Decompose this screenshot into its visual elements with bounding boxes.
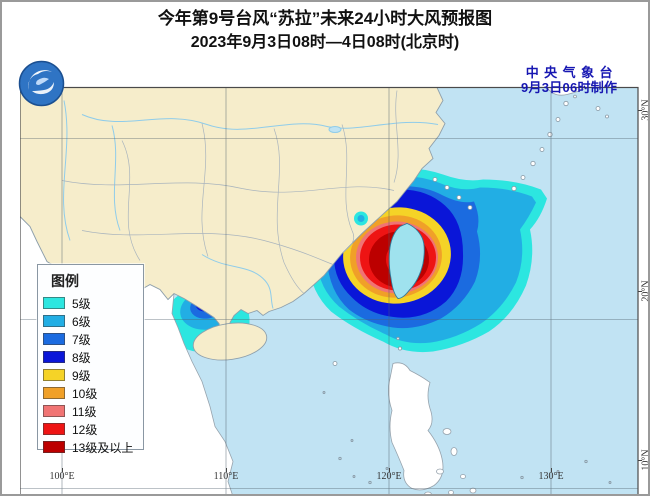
legend-item: 8级 <box>43 348 143 366</box>
philippine-island <box>469 487 477 494</box>
legend-swatch <box>43 423 65 435</box>
x-axis-tick <box>62 468 63 472</box>
page-subtitle: 2023年9月3日08时—4日08时(北京时) <box>190 34 460 51</box>
philippine-island <box>460 474 466 479</box>
cma-logo <box>18 60 65 107</box>
page-title: 今年第9号台风“苏拉”未来24小时大风预报图 <box>157 9 493 28</box>
legend-item-label: 12级 <box>72 422 98 437</box>
taiwan-island <box>388 223 425 299</box>
legend-item-label: 13级及以上 <box>72 440 134 455</box>
legend-swatch <box>43 387 65 399</box>
legend-swatch <box>43 297 65 309</box>
x-axis-label: 120°E <box>376 471 402 482</box>
legend-swatch <box>43 441 65 453</box>
legend-swatch <box>43 369 65 381</box>
luzon-island <box>388 362 444 491</box>
legend-item-label: 9级 <box>72 368 91 383</box>
legend-swatch <box>43 333 65 345</box>
title-block: 今年第9号台风“苏拉”未来24小时大风预报图 2023年9月3日08时—4日08… <box>2 7 648 54</box>
credit-block: 中央气象台 9月3日06时制作 <box>520 65 618 95</box>
legend: 图例 5级 6级 7级 8级 9级 10级 11级 12级 13级及以上 <box>37 264 144 455</box>
islets <box>322 391 612 485</box>
legend-item: 7级 <box>43 330 143 348</box>
province-borders <box>61 90 399 294</box>
y-axis-tick <box>638 291 642 292</box>
legend-item-label: 7级 <box>72 332 91 347</box>
legend-swatch <box>43 315 65 327</box>
x-axis-tick <box>226 468 227 472</box>
x-axis-tick <box>389 468 390 472</box>
legend-item-label: 11级 <box>72 404 97 419</box>
philippine-island <box>436 468 444 475</box>
legend-item: 12级 <box>43 420 143 438</box>
x-axis-label: 110°E <box>213 471 239 482</box>
x-axis-tick <box>551 468 552 472</box>
wind-spot-coast-inner <box>357 215 365 222</box>
legend-item: 11级 <box>43 402 143 420</box>
philippine-island <box>442 428 452 435</box>
philippine-island <box>424 491 432 494</box>
legend-item-label: 10级 <box>72 386 98 401</box>
legend-item-label: 5级 <box>72 296 91 311</box>
x-axis-label: 100°E <box>49 471 75 482</box>
y-axis-tick <box>638 110 642 111</box>
legend-swatch <box>43 405 65 417</box>
legend-item: 6级 <box>43 312 143 330</box>
legend-item: 13级及以上 <box>43 438 143 456</box>
map-border <box>20 86 639 494</box>
kyushu-island <box>546 87 588 96</box>
legend-item: 5级 <box>43 294 143 312</box>
legend-item-label: 6级 <box>72 314 91 329</box>
legend-swatch <box>43 351 65 363</box>
rivers <box>63 100 439 309</box>
legend-items: 5级 6级 7级 8级 9级 10级 11级 12级 13级及以上 <box>38 294 143 456</box>
legend-item-label: 8级 <box>72 350 91 365</box>
philippine-island <box>450 447 458 456</box>
legend-item: 9级 <box>43 366 143 384</box>
x-axis-label: 130°E <box>538 471 564 482</box>
credit-agency: 中央气象台 <box>525 65 618 80</box>
small-islands <box>332 94 609 366</box>
philippine-island <box>448 490 454 494</box>
hainan-island <box>192 322 268 361</box>
credit-issued: 9月3日06时制作 <box>520 80 618 95</box>
legend-title: 图例 <box>51 273 79 289</box>
legend-item: 10级 <box>43 384 143 402</box>
y-axis-tick <box>638 460 642 461</box>
